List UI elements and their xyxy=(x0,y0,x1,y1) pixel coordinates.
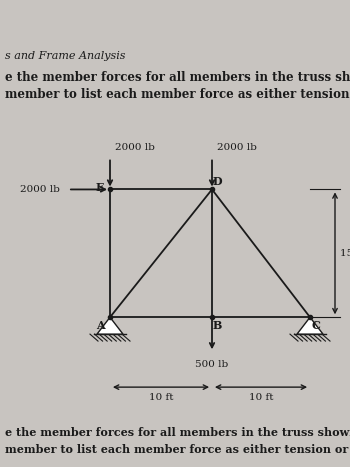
Text: 500 lb: 500 lb xyxy=(195,360,229,369)
Text: E: E xyxy=(96,182,104,193)
Text: e the member forces for all members in the truss shown using the m: e the member forces for all members in t… xyxy=(5,427,350,438)
Text: A: A xyxy=(96,320,104,331)
Text: e the member forces for all members in the truss shown using: e the member forces for all members in t… xyxy=(5,71,350,84)
Text: 2000 lb: 2000 lb xyxy=(217,143,257,153)
Text: 2000 lb: 2000 lb xyxy=(20,185,60,194)
Text: 15 ft: 15 ft xyxy=(340,249,350,258)
Text: s and Frame Analysis: s and Frame Analysis xyxy=(5,50,126,61)
Text: D: D xyxy=(212,176,222,187)
Text: 2000 lb: 2000 lb xyxy=(115,143,155,153)
Polygon shape xyxy=(97,317,123,334)
Text: 10 ft: 10 ft xyxy=(149,393,173,402)
Text: 10 ft: 10 ft xyxy=(249,393,273,402)
Polygon shape xyxy=(297,317,323,334)
Text: C: C xyxy=(312,320,321,331)
Text: B: B xyxy=(212,320,222,331)
Text: member to list each member force as either tension or compression.: member to list each member force as eith… xyxy=(5,444,350,455)
Text: member to list each member force as either tension or compressi: member to list each member force as eith… xyxy=(5,88,350,100)
